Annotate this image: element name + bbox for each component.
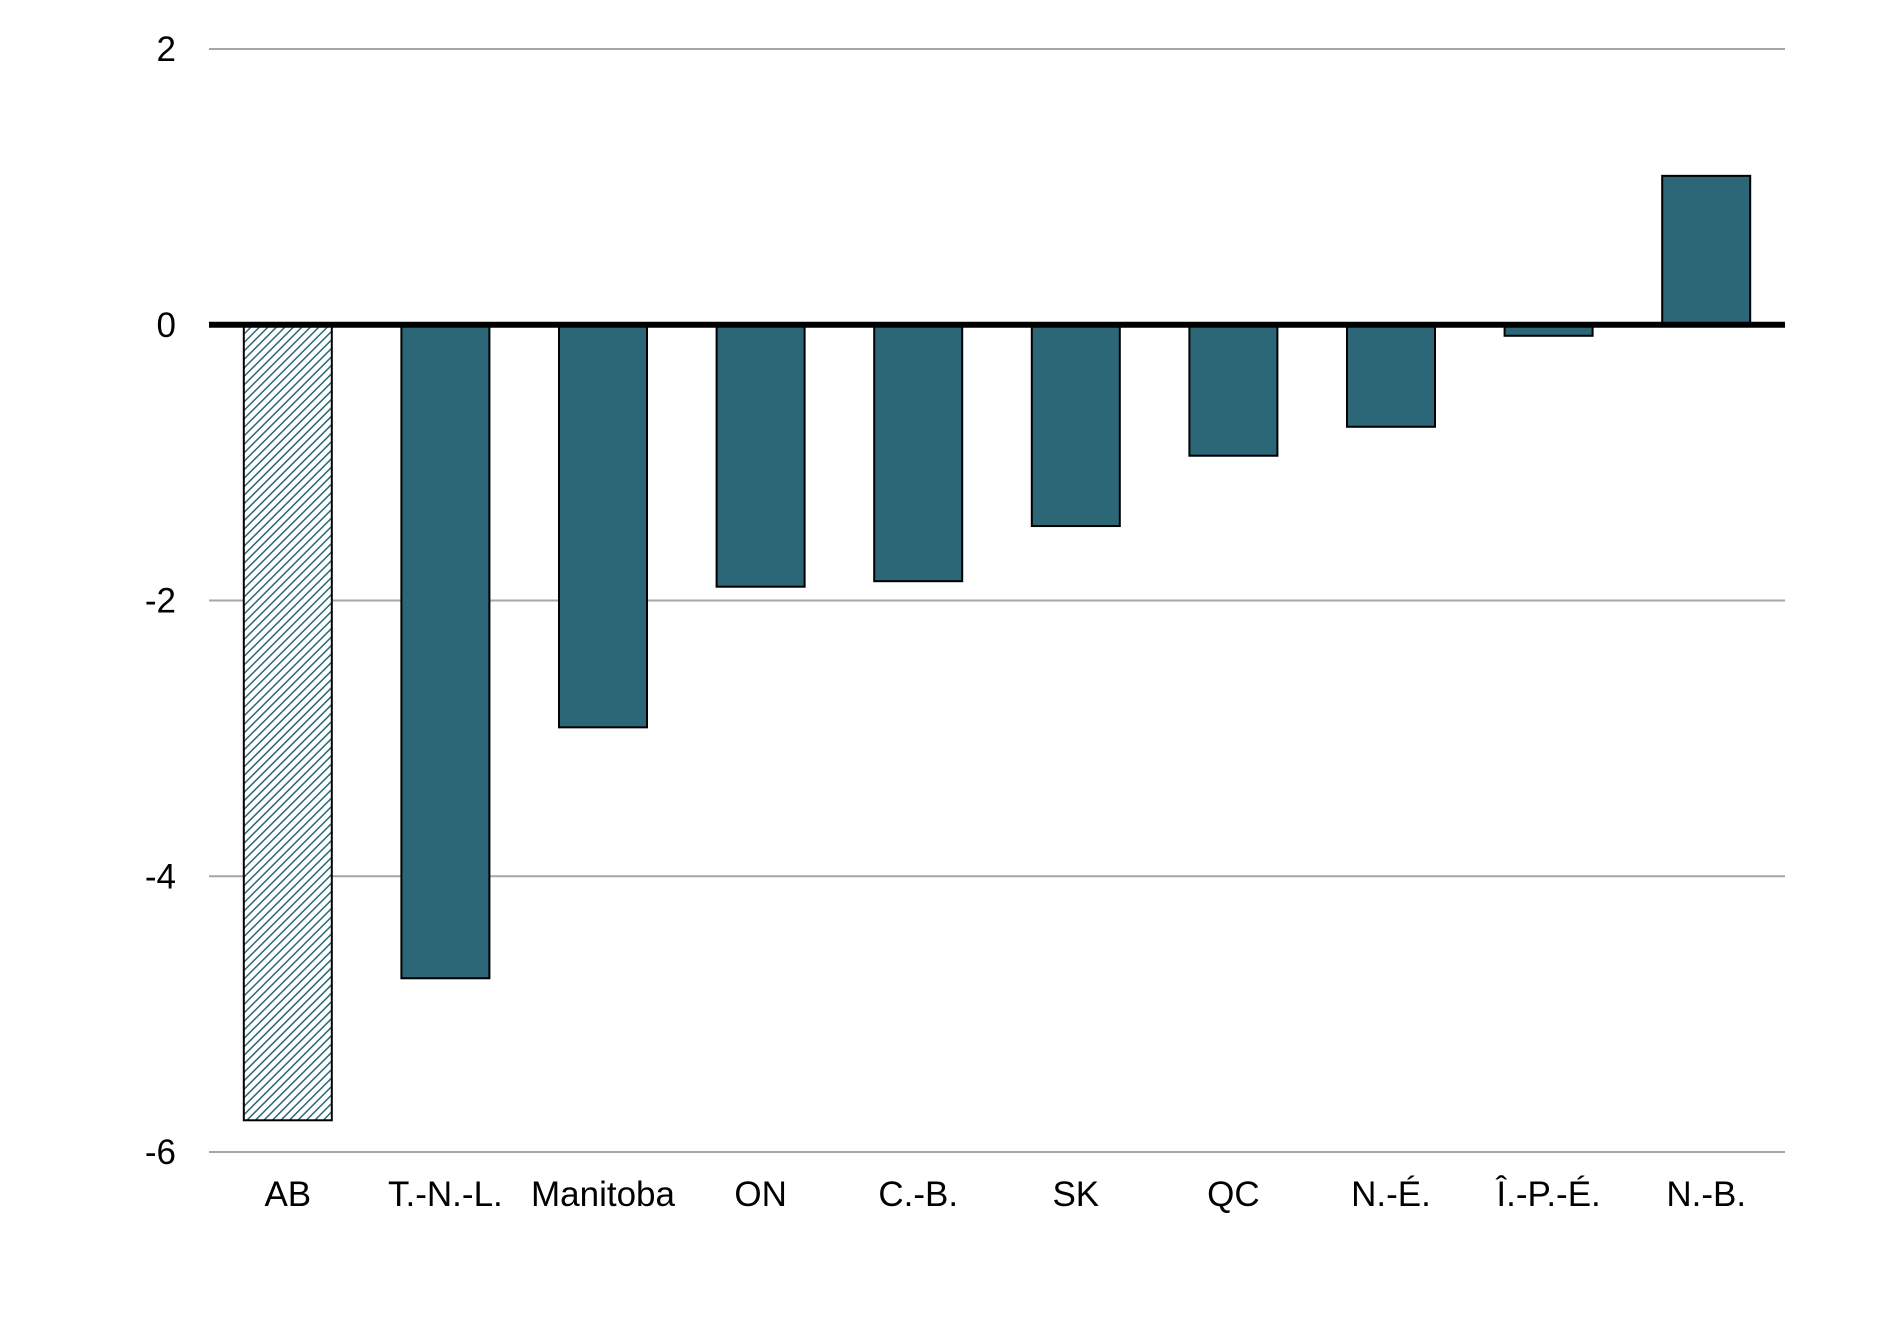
bar-ON: [715, 323, 806, 588]
y-tick-label: -2: [145, 582, 176, 621]
y-tick-label: 2: [157, 30, 176, 69]
x-category-label: ON: [734, 1175, 787, 1214]
bars: [242, 174, 1752, 1122]
x-category-label: Î.-P.-É.: [1495, 1175, 1600, 1214]
x-category-label: N.-É.: [1351, 1175, 1431, 1214]
x-category-label: Manitoba: [531, 1175, 676, 1214]
bar-Manitoba: [558, 323, 648, 729]
y-tick-label: 0: [157, 306, 176, 345]
y-axis-ticks: 2 0 -2 -4 -6: [145, 30, 176, 1172]
x-category-label: C.-B.: [878, 1175, 958, 1214]
y-tick-label: -4: [145, 857, 176, 896]
x-category-label: SK: [1052, 1175, 1099, 1214]
bar-AB: [242, 323, 333, 1122]
bar-SK: [1030, 323, 1121, 528]
bar-C.-B.: [873, 323, 964, 583]
bar-N.-B.: [1661, 174, 1752, 326]
x-category-label: QC: [1207, 1175, 1260, 1214]
x-category-label: AB: [264, 1175, 311, 1214]
bar-QC: [1188, 323, 1279, 457]
x-category-label: T.-N.-L.: [388, 1175, 503, 1214]
x-category-label: N.-B.: [1666, 1175, 1746, 1214]
y-tick-label: -6: [145, 1133, 176, 1172]
x-axis-labels: AB T.-N.-L. Manitoba ON C.-B. SK QC N.-É. Î.-P.-…: [264, 1175, 1746, 1214]
bar-T.-N.-L.: [400, 323, 491, 980]
bar-N.-É.: [1346, 323, 1436, 428]
